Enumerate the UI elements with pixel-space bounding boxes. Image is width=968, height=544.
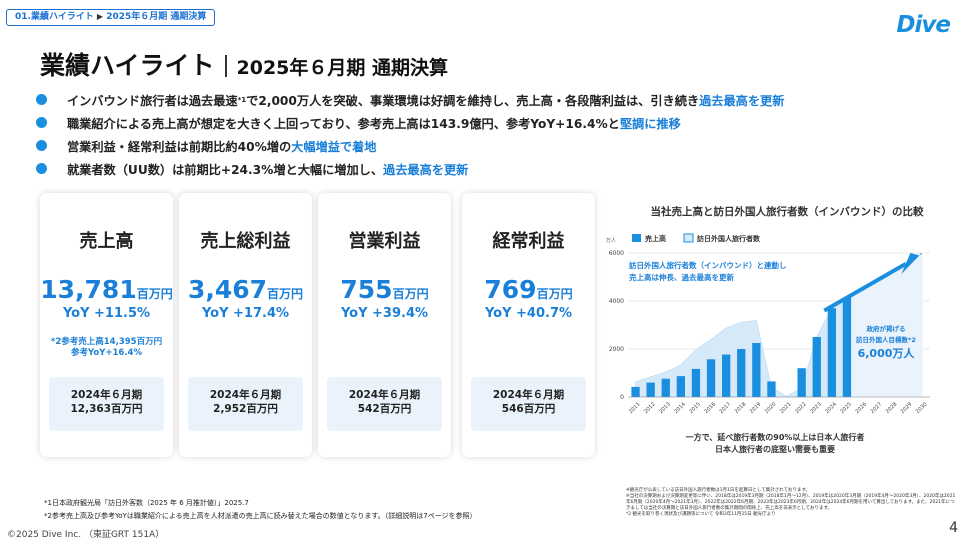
kpi-value: 755百万円	[340, 275, 429, 304]
target-label-1: 政府が掲げる	[867, 324, 906, 333]
kpi-card-ordinary-profit: 経常利益 769百万円 YoY +40.7% 2024年６月期 546百万円	[462, 193, 595, 457]
page-number: 4	[949, 520, 958, 536]
dive-logo: Dive	[896, 12, 951, 38]
kpi-prev-year: 2024年６月期 546百万円	[471, 377, 586, 431]
chart-title: 当社売上高と訪日外国人旅行者数（インバウンド）の比較	[650, 206, 924, 218]
breadcrumb-page: 2025年６月期 通期決算	[106, 12, 207, 22]
kpi-name: 売上高	[79, 231, 134, 252]
sales-bar	[646, 382, 655, 397]
bullet-item: 営業利益・経常利益は前期比約40%増の 大幅増益で着地	[36, 134, 784, 157]
y-tick-label: 0	[620, 394, 624, 401]
footnote-2: *2参考売上高及び参考YoYは職業紹介による売上高を人材派遣の売上高に読み替えた…	[44, 512, 477, 520]
kpi-value: 13,781百万円	[40, 275, 173, 304]
bullet-item: 就業者数（UU数）は前期比+24.3%増と大幅に増加し、 過去最高を更新	[36, 157, 784, 180]
sales-bar	[827, 308, 837, 397]
breadcrumb-section: 01.業績ハイライト	[15, 12, 94, 22]
chart-callout-line2: 売上高は伸長、過去最高を更新	[629, 272, 734, 282]
kpi-prev-year: 2024年６月期 542百万円	[327, 377, 442, 431]
x-tick-label: 2013	[658, 402, 672, 416]
x-tick-label: 2030	[915, 402, 929, 416]
kpi-name: 経常利益	[492, 231, 565, 252]
legend-inbound-label: 訪日外国人旅行者数	[697, 234, 761, 243]
bullet-dot-icon	[36, 117, 47, 128]
target-value: 6,000万人	[858, 346, 916, 360]
x-tick-label: 2011	[628, 402, 642, 416]
x-tick-label: 2026	[855, 402, 869, 416]
chart-bottom-note-2: 日本人旅行者の底堅い需要も重要	[715, 444, 835, 454]
y-axis-unit: 万人	[606, 238, 616, 244]
x-tick-label: 2022	[794, 402, 808, 416]
growth-arrow-head	[901, 253, 920, 275]
bullet-dot-icon	[36, 140, 47, 151]
breadcrumb: 01.業績ハイライト ▶ 2025年６月期 通期決算	[6, 9, 216, 26]
kpi-card-operating-profit: 営業利益 755百万円 YoY +39.4% 2024年６月期 542百万円	[318, 193, 451, 457]
x-tick-label: 2019	[749, 402, 763, 416]
bullet-item: インバウンド旅行者は過去最速 *1 で2,000万人を突破、事業環境は好調を維持し、…	[36, 88, 784, 111]
sales-bar	[706, 359, 716, 397]
sales-bar	[691, 368, 701, 397]
copyright: ©2025 Dive Inc. （東証GRT 151A）	[7, 530, 165, 540]
sales-bar	[721, 354, 731, 397]
x-tick-label: 2016	[704, 402, 718, 416]
chart-callout-line1: 訪日外国人旅行者数（インバウンド）と連動し	[629, 260, 787, 270]
page-title-main: 業績ハイライト	[40, 51, 215, 80]
sales-bar	[631, 386, 640, 397]
sales-bar	[661, 378, 670, 397]
x-tick-label: 2017	[719, 402, 733, 416]
x-tick-label: 2029	[900, 402, 914, 416]
bullet-item: 職業紹介による売上高が想定を大きく上回っており、参考売上高は143.9億円、参考…	[36, 111, 784, 134]
kpi-yoy: YoY +39.4%	[340, 306, 429, 321]
x-tick-label: 2014	[673, 401, 687, 415]
kpi-name: 売上総利益	[200, 231, 291, 252]
target-label-2: 訪日外国人目標数*2	[856, 335, 916, 344]
sales-bar	[797, 368, 806, 397]
legend-sales-swatch	[632, 234, 641, 242]
y-tick-label: 2000	[609, 346, 624, 353]
footnote-1: *1日本政府観光局「訪日外客数（2025 年 6 月推計値）」2025.7	[44, 499, 249, 507]
page-title-sub: 2025年６月期 通期決算	[236, 57, 449, 79]
legend-inbound-swatch	[683, 233, 694, 243]
x-tick-label: 2015	[688, 402, 702, 416]
kpi-name: 営業利益	[348, 231, 421, 252]
kpi-card-sales: 売上高 13,781百万円 YoY +11.5% *2参考売上高14,395百万…	[40, 193, 173, 457]
page-title: 業績ハイライト 2025年６月期 通期決算	[40, 46, 448, 82]
x-tick-label: 2027	[870, 402, 884, 416]
sales-bar	[737, 349, 746, 397]
kpi-prev-year: 2024年６月期 2,952百万円	[188, 377, 303, 431]
chart-bottom-note-1: 一方で、延べ旅行者数の90%以上は日本人旅行者	[686, 432, 865, 442]
legend-sales-label: 売上高	[645, 234, 666, 243]
y-tick-label: 4000	[609, 298, 624, 305]
highlight-bullets: インバウンド旅行者は過去最速 *1 で2,000万人を突破、事業環境は好調を維持し、…	[36, 88, 784, 180]
bullet-dot-icon	[36, 163, 47, 174]
chart-small-notes: ※観光庁が公表している訪日外国人旅行者数は1月1日を起算日として集計されておりま…	[626, 488, 956, 517]
growth-arrow-shaft	[823, 262, 907, 313]
kpi-prev-year: 2024年６月期 12,363百万円	[49, 377, 164, 431]
bullet-dot-icon	[36, 94, 47, 105]
x-tick-label: 2024	[824, 401, 838, 415]
x-tick-label: 2023	[809, 402, 823, 416]
kpi-card-gross-profit: 売上総利益 3,467百万円 YoY +17.4% 2024年６月期 2,952百…	[179, 193, 312, 457]
x-tick-label: 2018	[734, 402, 748, 416]
y-tick-label: 6000	[609, 250, 624, 257]
title-separator	[224, 55, 227, 77]
x-tick-label: 2020	[764, 402, 778, 416]
kpi-value: 769百万円	[484, 275, 573, 304]
sales-bar	[676, 376, 686, 397]
x-tick-label: 2021	[779, 402, 793, 416]
sales-bar	[752, 343, 761, 397]
kpi-value: 3,467百万円	[187, 275, 304, 304]
kpi-yoy: YoY +17.4%	[201, 306, 290, 321]
kpi-note: *2参考売上高14,395百万円 参考YoY+16.4%	[50, 337, 163, 358]
x-tick-label: 2028	[885, 402, 899, 416]
breadcrumb-arrow-icon: ▶	[96, 12, 104, 21]
sales-bar	[767, 381, 776, 397]
x-tick-label: 2012	[643, 402, 657, 416]
kpi-yoy: YoY +40.7%	[484, 306, 573, 321]
sales-bar	[812, 337, 821, 397]
x-tick-label: 2025	[839, 402, 853, 416]
kpi-yoy: YoY +11.5%	[62, 306, 151, 321]
sales-bar	[842, 297, 852, 397]
